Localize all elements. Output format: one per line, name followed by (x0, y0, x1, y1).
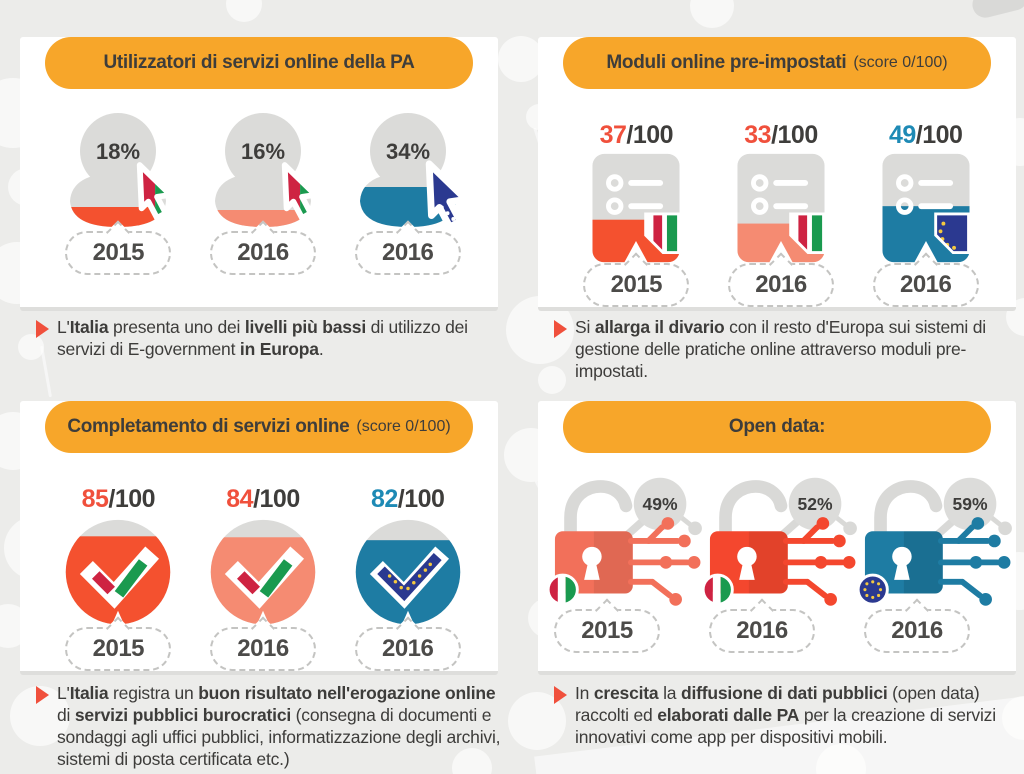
caption-text: L'Italia registra un buon risultato nell… (57, 683, 501, 770)
stat-italy-2015: 85/100 2015 (46, 475, 191, 671)
stat-italy-2016: 33/100 (709, 111, 854, 307)
flag-italy-badge (701, 573, 734, 606)
score-value: 33 (744, 121, 772, 149)
score-value: 82 (370, 485, 398, 513)
panel-open-data-header: Open data: (563, 401, 991, 453)
document-icon (882, 153, 970, 263)
panel-title: Utilizzatori di servizi online della PA (103, 52, 415, 73)
panel-title-suffix: (score 0/100) (853, 54, 948, 71)
score-value: 37 (599, 121, 627, 149)
caption-text: In crescita la diffusione di dati pubbli… (575, 683, 996, 748)
person-icon: 18% (70, 113, 167, 227)
stat-italy-2016: 52% 2016 (701, 467, 857, 653)
bullet-triangle-icon (554, 686, 567, 704)
stat-europe-2016: 49/100 (853, 111, 998, 307)
stat-italy-2015: 37/100 (564, 111, 709, 307)
percent-bubble (788, 477, 842, 531)
cursor-italy-icon (281, 162, 319, 221)
panel-title-suffix: (score 0/100) (356, 418, 451, 435)
year-bubble: 2015 (65, 627, 172, 671)
background-grey-decor (969, 0, 1024, 21)
score-denominator: /100 (626, 121, 674, 149)
bullet-triangle-icon (36, 320, 49, 338)
stat-value: 16% (241, 139, 285, 164)
bullet-triangle-icon (36, 686, 49, 704)
year-bubble: 2016 (728, 263, 834, 307)
stat-europe-2016: 59% 2016 (856, 467, 1012, 653)
circuit-traces (627, 524, 691, 599)
icon-row: 85/100 2015 84/100 (20, 475, 498, 671)
year-bubble: 2016 (354, 231, 461, 275)
panel-moduli-header: Moduli online pre-impostati (score 0/100… (563, 37, 991, 89)
circuit-traces (937, 524, 1001, 599)
percent-bubble (633, 477, 687, 531)
caption-moduli: Si allarga il divario con il resto d'Eur… (554, 316, 1014, 382)
panel-utilizzatori-header: Utilizzatori di servizi online della PA (45, 37, 473, 89)
caption-utilizzatori: L'Italia presenta uno dei livelli più ba… (36, 316, 502, 360)
caption-text: Si allarga il divario con il resto d'Eur… (575, 317, 986, 382)
stat-value: 52% (798, 494, 833, 514)
check-circle-eu-icon (355, 519, 460, 629)
panel-title: Completamento di servizi online (67, 416, 350, 437)
panel-completamento-header: Completamento di servizi online (score 0… (45, 401, 473, 453)
check-circle-icon (66, 519, 171, 629)
panel-title: Open data: (728, 416, 826, 437)
caption-text: L'Italia presenta uno dei livelli più ba… (57, 317, 468, 360)
year-bubble: 2015 (554, 609, 660, 653)
panel-completamento: Completamento di servizi online (score 0… (20, 392, 498, 675)
panel-utilizzatori-card: Utilizzatori di servizi online della PA … (20, 37, 498, 311)
stat-value: 34% (386, 139, 430, 164)
panel-completamento-card: Completamento di servizi online (score 0… (20, 401, 498, 675)
year-bubble: 2016 (210, 627, 316, 671)
icon-row: 18% 2015 (20, 111, 498, 275)
score-denominator: /100 (915, 121, 963, 149)
caption-completamento: L'Italia registra un buon risultato nell… (36, 682, 502, 770)
year-bubble: 2015 (65, 231, 172, 275)
score-denominator: /100 (253, 485, 300, 513)
flag-italy-badge (546, 573, 579, 606)
check-circle-icon (210, 519, 316, 629)
panel-moduli: Moduli online pre-impostati (score 0/100… (538, 28, 1016, 311)
stat-italy-2016: 84/100 2016 (191, 475, 336, 671)
panel-open-data: Open data: (538, 392, 1016, 675)
score-denominator: /100 (108, 485, 156, 513)
stat-value: 49% (643, 494, 678, 514)
year-bubble: 2016 (709, 609, 815, 653)
panel-title: Moduli online pre-impostati (606, 52, 847, 73)
panel-utilizzatori: Utilizzatori di servizi online della PA … (20, 28, 498, 311)
year-bubble: 2016 (872, 263, 979, 307)
stat-italy-2015: 18% 2015 (46, 111, 191, 275)
year-bubble: 2015 (583, 263, 690, 307)
circuit-traces (782, 524, 846, 599)
stat-europe-2016: 82/100 2016 (335, 475, 480, 671)
score-denominator: /100 (771, 121, 818, 149)
padlock-icon: 52% (701, 477, 857, 606)
panel-moduli-card: Moduli online pre-impostati (score 0/100… (538, 37, 1016, 311)
year-bubble: 2016 (210, 231, 316, 275)
cursor-europe-icon (425, 160, 470, 231)
padlock-eu-icon: 59% (856, 477, 1012, 606)
stat-italy-2015: 49% 2015 (546, 467, 702, 653)
icon-row: 49% 2015 (538, 467, 1016, 653)
caption-open-data: In crescita la diffusione di dati pubbli… (554, 682, 1014, 748)
stat-value: 18% (96, 139, 140, 164)
padlock-icon: 49% (546, 477, 702, 606)
year-bubble: 2016 (864, 609, 970, 653)
icon-row: 37/100 (538, 111, 1016, 307)
flag-eu-badge (856, 573, 889, 606)
score-value: 85 (81, 485, 109, 513)
panel-open-data-card: Open data: (538, 401, 1016, 675)
year-bubble: 2016 (354, 627, 461, 671)
bullet-triangle-icon (554, 320, 567, 338)
stat-italy-2016: 16% 2016 (191, 111, 336, 275)
percent-bubble (943, 477, 997, 531)
score-value: 84 (226, 485, 254, 513)
score-denominator: /100 (397, 485, 445, 513)
cursor-italy-icon (137, 162, 174, 221)
stat-europe-2016: 34% 2016 (335, 111, 480, 275)
score-value: 49 (888, 121, 916, 149)
stat-value: 59% (953, 494, 988, 514)
